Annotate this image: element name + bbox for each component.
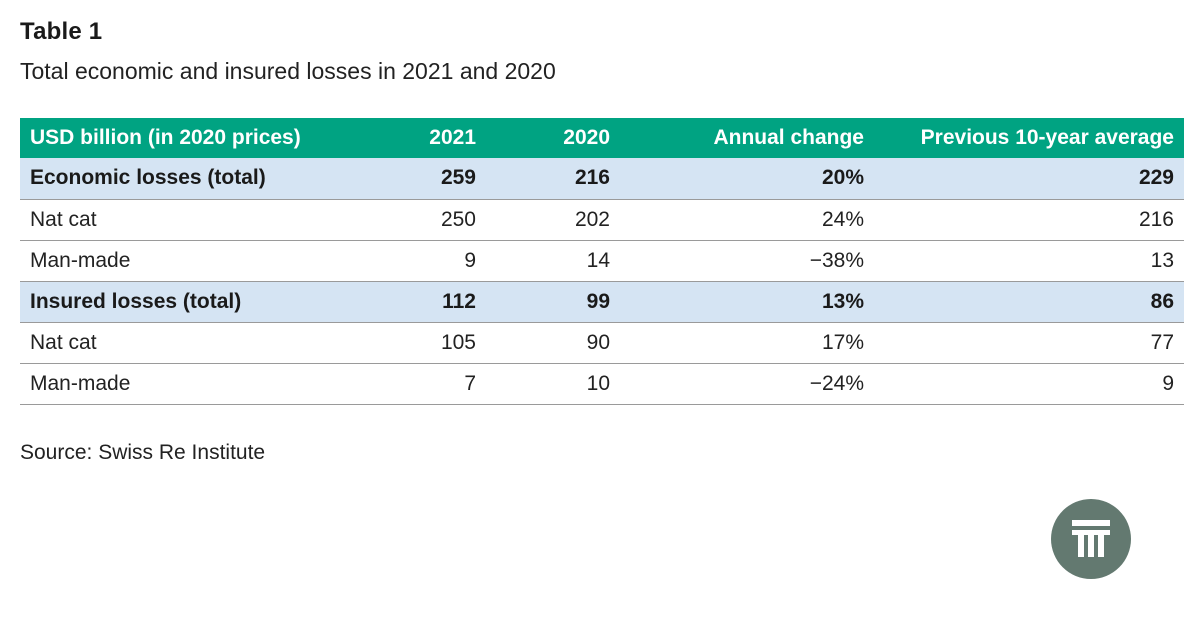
cell-2021: 9 [464, 248, 476, 272]
cell-annual-change: 13% [821, 289, 864, 313]
table-subtitle: Total economic and insured losses in 202… [20, 58, 556, 84]
cell-2020: 14 [586, 248, 610, 272]
row-label: Insured losses (total) [30, 289, 242, 313]
header-units: USD billion (in 2020 prices) [30, 126, 301, 149]
cell-10-year-average: 77 [1150, 330, 1174, 354]
losses-table: USD billion (in 2020 prices) 2021 2020 A… [20, 118, 1184, 405]
swiss-re-logo-icon [1051, 499, 1131, 579]
row-label: Nat cat [30, 330, 97, 354]
cell-annual-change: −24% [809, 371, 864, 395]
table-row-insured-nat-cat: Nat cat 105 90 17% 77 [20, 322, 1184, 363]
cell-annual-change: 17% [821, 330, 864, 354]
table-title: Table 1 [20, 18, 103, 45]
cell-2021: 259 [440, 166, 476, 190]
cell-2021: 7 [464, 371, 476, 395]
logo-mark [1072, 520, 1110, 557]
table-row-insured-man-made: Man-made 7 10 −24% 9 [20, 363, 1184, 404]
cell-annual-change: 24% [821, 207, 864, 231]
cell-10-year-average: 229 [1138, 166, 1174, 190]
header-2020: 2020 [563, 126, 610, 149]
table-row-economic-nat-cat: Nat cat 250 202 24% 216 [20, 199, 1184, 240]
cell-annual-change: −38% [809, 248, 864, 272]
table-row-economic-total: Economic losses (total) 259 216 20% 229 [20, 158, 1184, 199]
cell-2020: 202 [574, 207, 610, 231]
row-label: Economic losses (total) [30, 166, 266, 190]
cell-2021: 250 [440, 207, 476, 231]
cell-10-year-average: 9 [1162, 371, 1174, 395]
header-annual-change: Annual change [713, 126, 864, 149]
cell-2021: 112 [442, 289, 476, 313]
source-note: Source: Swiss Re Institute [20, 441, 266, 464]
cell-annual-change: 20% [821, 166, 864, 190]
table-row-insured-total: Insured losses (total) 112 99 13% 86 [20, 281, 1184, 322]
cell-10-year-average: 216 [1138, 207, 1174, 231]
cell-10-year-average: 86 [1150, 289, 1174, 313]
cell-2020: 90 [586, 330, 610, 354]
cell-2021: 105 [440, 330, 476, 354]
cell-2020: 99 [586, 289, 610, 313]
row-label: Man-made [30, 371, 131, 395]
header-10-year-average: Previous 10-year average [920, 126, 1174, 149]
cell-2020: 216 [574, 166, 610, 190]
row-label: Man-made [30, 248, 131, 272]
header-2021: 2021 [429, 126, 476, 149]
cell-2020: 10 [586, 371, 610, 395]
row-label: Nat cat [30, 207, 97, 231]
cell-10-year-average: 13 [1150, 248, 1174, 272]
table-row-economic-man-made: Man-made 9 14 −38% 13 [20, 240, 1184, 281]
table-header-row: USD billion (in 2020 prices) 2021 2020 A… [20, 118, 1184, 158]
